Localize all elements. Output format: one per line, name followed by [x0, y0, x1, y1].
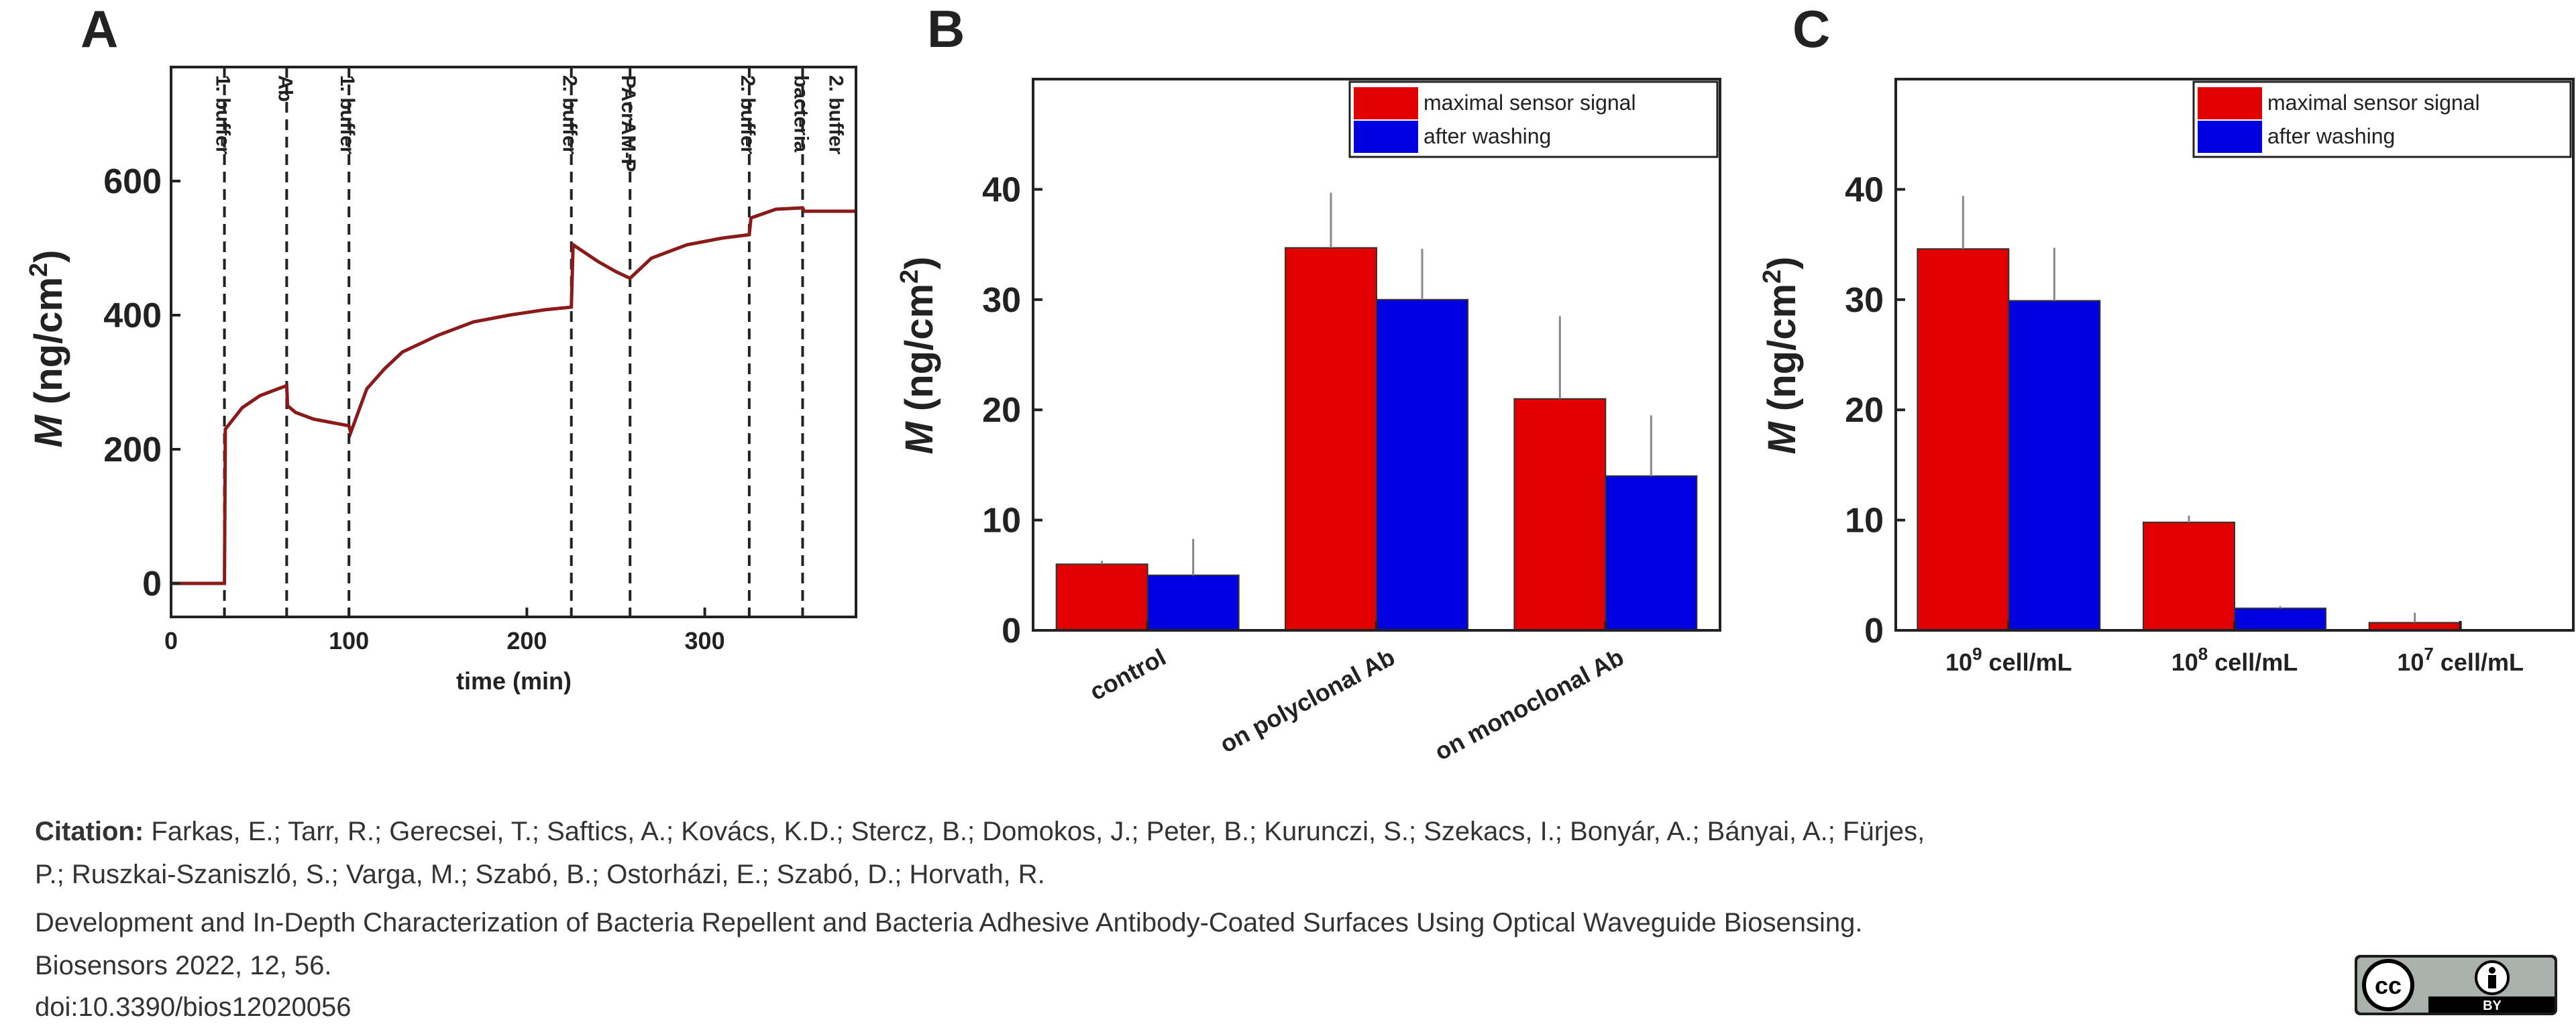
y-tick-label: 20	[982, 391, 1021, 430]
citation-authors: Farkas, E.; Tarr, R.; Gerecsei, T.; Saft…	[151, 817, 1925, 846]
event-label: 2. buffer	[737, 75, 759, 155]
y-tick-label: 40	[982, 170, 1021, 209]
signal-line	[171, 206, 856, 585]
legend-swatch	[1354, 87, 1418, 119]
legend-swatch	[1354, 121, 1418, 153]
axis-ticks: 0 10 20 30 40 109 cell/mL 108 cell/mL 107 cell/…	[1845, 170, 2524, 676]
x-tick-label: 0	[164, 627, 178, 654]
event-label: PAcrAM-P	[617, 75, 639, 172]
event-label: 2. buffer	[559, 75, 581, 155]
x-tick-label: 108 cell/mL	[2171, 644, 2298, 676]
bar	[1146, 574, 1240, 631]
x-tick-label: 107 cell/mL	[2397, 644, 2524, 676]
bar	[1605, 475, 1698, 632]
y-axis-title: M (ng/cm2)	[25, 249, 70, 447]
cc-icon: cc	[2362, 959, 2414, 1011]
x-tick-label: 200	[506, 627, 547, 654]
legend-label: after washing	[2267, 124, 2395, 148]
bar	[1285, 247, 1377, 632]
by-icon	[2475, 960, 2510, 995]
y-tick-label: 20	[1845, 391, 1884, 430]
bar	[1376, 298, 1468, 631]
bar	[1055, 563, 1148, 631]
panel-letter-a: A	[80, 0, 118, 58]
event-label: 2. buffer	[824, 75, 847, 155]
license-badge: cc BY	[2355, 955, 2557, 1015]
panel-letter-c: C	[1792, 0, 1830, 58]
y-tick-label: 10	[1845, 502, 1884, 540]
panel-b-bar-chart: 0 10 20 30 40 control on polyclonal Ab on monoc…	[896, 78, 1721, 766]
bar	[1917, 248, 2010, 631]
bar	[2234, 608, 2326, 631]
plot-frame	[170, 66, 857, 618]
x-tick-label: 109 cell/mL	[1945, 644, 2072, 676]
citation-label: Citation:	[35, 817, 144, 846]
x-tick-label: control	[1085, 643, 1170, 705]
legend-label: maximal sensor signal	[1424, 91, 1636, 115]
svg-text:cc: cc	[2375, 972, 2402, 999]
legend: maximal sensor signal after washing	[1348, 80, 1719, 158]
y-tick-label: 0	[142, 565, 162, 604]
legend-swatch	[2198, 121, 2262, 153]
bar	[1513, 398, 1607, 631]
citation-journal: Biosensors 2022, 12, 56.	[35, 951, 332, 980]
y-axis-title: M (ng/cm2)	[1758, 256, 1804, 454]
citation-authors-line2: P.; Ruszkai-Szaniszló, S.; Varga, M.; Sz…	[35, 860, 1045, 889]
y-axis-title: M (ng/cm2)	[896, 256, 941, 454]
y-tick-label: 30	[1845, 281, 1884, 320]
x-tick-label: on monoclonal Ab	[1430, 643, 1628, 766]
legend-swatch	[2198, 87, 2262, 119]
y-tick-label: 400	[103, 296, 162, 335]
y-tick-label: 200	[103, 431, 162, 469]
panel-c-bar-chart: 0 10 20 30 40 109 cell/mL 108 cell/mL 107 cell/…	[1758, 78, 2575, 676]
bar	[2143, 521, 2235, 631]
x-tick-label: on polyclonal Ab	[1216, 643, 1399, 758]
event-label: bacteria	[790, 75, 812, 152]
bar	[2008, 300, 2101, 631]
x-axis-title: time (min)	[456, 667, 572, 695]
event-label: 1. buffer	[336, 75, 358, 155]
x-tick-label: 100	[329, 627, 369, 654]
y-tick-label: 30	[982, 281, 1021, 320]
event-label: Ab	[274, 75, 296, 102]
axis-ticks: 0 100 200 300 0 200 400 600	[103, 162, 724, 654]
legend-label: after washing	[1424, 124, 1551, 148]
panel-a-line-chart: 1. buffer Ab 1. buffer 2. buffer PAcrAM-P 2. …	[25, 66, 857, 695]
bars	[1917, 196, 2461, 632]
legend: maximal sensor signal after washing	[2192, 80, 2572, 158]
y-tick-label: 10	[982, 502, 1021, 540]
y-tick-label: 600	[103, 162, 162, 201]
panel-letter-b: B	[927, 0, 965, 58]
license-text: BY	[2483, 998, 2502, 1013]
y-tick-label: 0	[1002, 612, 1021, 650]
y-tick-label: 40	[1845, 170, 1884, 209]
x-tick-label: 300	[685, 627, 725, 654]
citation-doi: doi:10.3390/bios12020056	[35, 992, 352, 1022]
event-label: 1. buffer	[212, 75, 234, 155]
y-tick-label: 0	[1864, 612, 1884, 650]
legend-label: maximal sensor signal	[2267, 91, 2480, 115]
bars	[1055, 192, 1698, 632]
event-markers: 1. buffer Ab 1. buffer 2. buffer PAcrAM-P 2. …	[212, 67, 847, 617]
citation-title: Development and In-Depth Characterizatio…	[35, 908, 1863, 937]
citation-authors-line1: Citation: Farkas, E.; Tarr, R.; Gerecsei…	[35, 810, 1925, 853]
